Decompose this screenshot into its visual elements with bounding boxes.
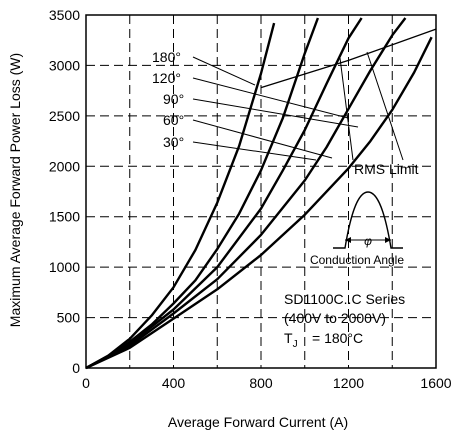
label-leader-line xyxy=(192,56,256,86)
y-axis-title: Maximum Average Forward Power Loss (W) xyxy=(7,53,23,327)
y-tick-label: 3500 xyxy=(49,7,80,23)
series-curve-120 xyxy=(85,17,320,370)
series-label-30: 30° xyxy=(163,134,184,150)
series-curve-90 xyxy=(85,17,363,370)
label-leader-line xyxy=(192,141,317,161)
x-tick-label: 0 xyxy=(82,375,90,391)
tj-label: TJ xyxy=(284,330,298,350)
series-curve-30 xyxy=(85,36,433,370)
conduction-angle-icon xyxy=(333,191,403,249)
rms-leader-line xyxy=(366,51,404,161)
y-tick-label: 2000 xyxy=(49,158,80,174)
label-leader-line xyxy=(192,119,333,159)
series-name-line1: SD1100C..C Series xyxy=(284,291,405,307)
y-tick-label: 500 xyxy=(57,310,81,326)
series-curves xyxy=(85,17,437,370)
y-tick-label: 1500 xyxy=(49,209,80,225)
series-label-90: 90° xyxy=(163,91,184,107)
series-name-line2: (400V to 2000V) xyxy=(284,310,386,326)
plot-frame xyxy=(85,14,437,369)
grid-lines xyxy=(86,15,436,368)
x-tick-label: 1600 xyxy=(420,375,451,391)
y-tick-label: 3000 xyxy=(49,57,80,73)
series-curve-60 xyxy=(85,17,407,370)
y-tick-label: 1000 xyxy=(49,259,80,275)
axis-ticks: 0 400 800 1200 1600 0 500 1000 1500 2000 2500 3000 3… xyxy=(49,7,452,391)
x-tick-label: 800 xyxy=(249,375,273,391)
phi-symbol: φ xyxy=(364,234,372,248)
y-tick-label: 0 xyxy=(72,360,80,376)
label-leader-lines xyxy=(192,51,404,161)
rms-leader-line xyxy=(339,57,354,161)
conduction-angle-label: Conduction Angle xyxy=(310,253,404,267)
rms-limit-line xyxy=(260,28,437,89)
series-label-180: 180° xyxy=(152,49,181,65)
label-leader-line xyxy=(192,98,359,128)
y-tick-label: 2500 xyxy=(49,108,80,124)
label-leader-line xyxy=(192,77,349,119)
series-curve-180 xyxy=(85,22,276,370)
x-axis-title: Average Forward Current (A) xyxy=(168,414,348,430)
x-tick-label: 1200 xyxy=(333,375,364,391)
tj-value: = 180°C xyxy=(312,330,363,346)
series-label-60: 60° xyxy=(163,112,184,128)
series-label-120: 120° xyxy=(152,70,181,86)
rms-limit-label: RMS Limit xyxy=(354,161,419,177)
x-tick-label: 400 xyxy=(162,375,186,391)
